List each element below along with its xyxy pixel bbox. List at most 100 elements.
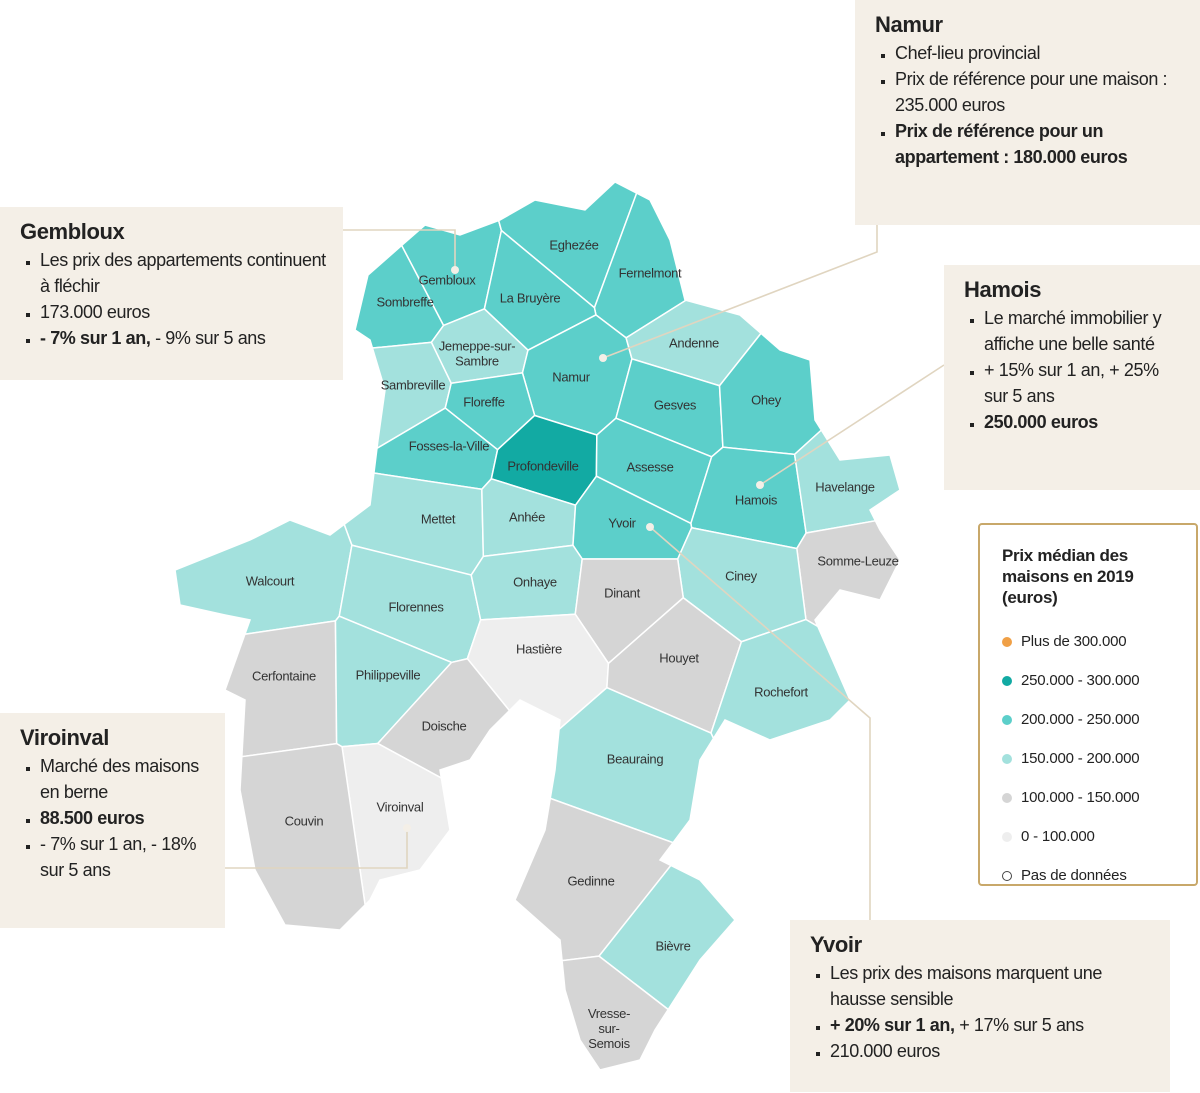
- callout-bullet: 173.000 euros: [40, 299, 329, 325]
- callout-list: Les prix des maisons marquent une hausse…: [810, 960, 1156, 1064]
- callout-text: - 9% sur 5 ans: [155, 328, 266, 348]
- commune: [561, 955, 670, 1071]
- callout-title: Yvoir: [810, 932, 862, 957]
- commune: [796, 519, 901, 629]
- callout-title: Hamois: [964, 277, 1042, 302]
- legend-swatch: [1002, 675, 1012, 686]
- commune-label: La Bruyère: [500, 290, 561, 305]
- marker: [599, 354, 607, 362]
- callout-text: - 7% sur 1 an,: [40, 328, 151, 348]
- legend: Prix médian des maisons en 2019 (euros) …: [978, 523, 1198, 886]
- legend-item: 0 - 100.000: [1002, 817, 1184, 856]
- callout-bullet: Marché des maisons en berne: [40, 753, 211, 805]
- markers: [403, 266, 764, 832]
- commune: [538, 686, 715, 844]
- callout-bullet: Prix de référence pour un appartement : …: [895, 118, 1186, 170]
- leader-line: [225, 828, 408, 869]
- commune-label: Bièvre: [655, 938, 690, 953]
- commune-label: Sombreffe: [376, 294, 433, 309]
- communes: [174, 181, 901, 1071]
- callout-text: 88.500 euros: [40, 808, 145, 828]
- commune-label: Ciney: [725, 568, 758, 583]
- callout-bullet: 88.500 euros: [40, 805, 211, 831]
- commune-label: Jemeppe-sur-Sambre: [439, 339, 516, 369]
- commune-label: Assesse: [626, 459, 673, 474]
- callout-bullet: 210.000 euros: [830, 1038, 1156, 1064]
- callout-text: - 7% sur 1 an, - 18% sur 5 ans: [40, 834, 197, 880]
- callout-text: Les prix des appartements continuent à f…: [40, 250, 326, 296]
- callout-text: + 20% sur 1 an,: [830, 1015, 955, 1035]
- commune: [514, 797, 675, 962]
- commune: [793, 428, 901, 534]
- commune-label: Fernelmont: [619, 265, 682, 280]
- leader-lines: [225, 225, 945, 920]
- commune-label: Hastière: [516, 641, 562, 656]
- commune-label: Anhée: [509, 509, 545, 524]
- legend-items: Plus de 300.000 250.000 - 300.000 200.000 …: [1002, 622, 1184, 895]
- commune: [376, 657, 540, 780]
- legend-swatch: [1002, 753, 1012, 764]
- callout-title: Namur: [875, 12, 943, 37]
- commune-label: Andenne: [669, 335, 719, 350]
- callout-text: Chef-lieu provincial: [895, 43, 1041, 63]
- callout-text: 173.000 euros: [40, 302, 150, 322]
- marker: [451, 266, 459, 274]
- callout-bullet: + 15% sur 1 an, + 25% sur 5 ans: [984, 357, 1186, 409]
- commune-label: Profondeville: [507, 458, 578, 473]
- commune-label: Sambreville: [381, 377, 446, 392]
- commune-label: Mettet: [421, 511, 456, 526]
- callout-text: 210.000 euros: [830, 1041, 940, 1061]
- commune: [224, 620, 338, 758]
- callout-title: Gembloux: [20, 219, 125, 244]
- commune-label: Beauraing: [607, 751, 664, 766]
- callout-bullet: Les prix des maisons marquent une hausse…: [830, 960, 1156, 1012]
- commune-label: Eghezée: [549, 237, 598, 252]
- commune-label: Onhaye: [513, 574, 557, 589]
- legend-label: 250.000 - 300.000: [1021, 672, 1140, 689]
- legend-item: Plus de 300.000: [1002, 622, 1184, 661]
- legend-swatch: [1002, 831, 1012, 842]
- legend-item: 200.000 - 250.000: [1002, 700, 1184, 739]
- commune-label: Houyet: [659, 650, 699, 665]
- leader-line: [649, 526, 871, 920]
- callout: Hamois Le marché immobilier y affiche une…: [944, 265, 1200, 490]
- commune-label: Cerfontaine: [252, 668, 316, 683]
- commune-label: Somme-Leuze: [817, 553, 898, 568]
- legend-label: 0 - 100.000: [1021, 828, 1095, 845]
- leader-line: [602, 225, 878, 359]
- marker: [403, 824, 411, 832]
- callout-text: + 15% sur 1 an, + 25% sur 5 ans: [984, 360, 1159, 406]
- callout-bullet: Le marché immobilier y affiche une belle…: [984, 305, 1186, 357]
- callout-text: 250.000 euros: [984, 412, 1098, 432]
- callout-text: Prix de référence pour un appartement : …: [895, 121, 1128, 167]
- callout-bullet: Prix de référence pour une maison : 235.…: [895, 66, 1186, 118]
- callout-bullet: Les prix des appartements continuent à f…: [40, 247, 329, 299]
- legend-label: 200.000 - 250.000: [1021, 711, 1140, 728]
- callout-bullet: - 7% sur 1 an, - 9% sur 5 ans: [40, 325, 329, 351]
- commune: [710, 618, 851, 741]
- commune-label: Vresse-sur-Semois: [588, 1006, 631, 1051]
- commune-label: Floreffe: [463, 394, 505, 409]
- callout-list: Marché des maisons en berne 88.500 euros -…: [20, 753, 211, 883]
- marker: [646, 523, 654, 531]
- callout: Gembloux Les prix des appartements contin…: [0, 207, 343, 380]
- commune-label: Namur: [552, 369, 590, 384]
- commune-label: Philippeville: [356, 667, 421, 682]
- commune-label: Gembloux: [419, 272, 477, 287]
- callout-text: Marché des maisons en berne: [40, 756, 199, 802]
- commune-label: Ohey: [751, 392, 782, 407]
- commune-label: Gedinne: [567, 873, 614, 888]
- legend-swatch: [1002, 870, 1012, 881]
- legend-swatch: [1002, 792, 1012, 803]
- commune-label: Gesves: [654, 397, 697, 412]
- commune: [239, 742, 366, 931]
- legend-label: Plus de 300.000: [1021, 633, 1127, 650]
- callout-text: Les prix des maisons marquent une hausse…: [830, 963, 1102, 1009]
- leader-line: [759, 364, 945, 486]
- callout: Yvoir Les prix des maisons marquent une h…: [790, 920, 1170, 1092]
- legend-title: Prix médian des maisons en 2019 (euros): [1002, 546, 1134, 607]
- callout-bullet: - 7% sur 1 an, - 18% sur 5 ans: [40, 831, 211, 883]
- callout-text: + 17% sur 5 ans: [959, 1015, 1084, 1035]
